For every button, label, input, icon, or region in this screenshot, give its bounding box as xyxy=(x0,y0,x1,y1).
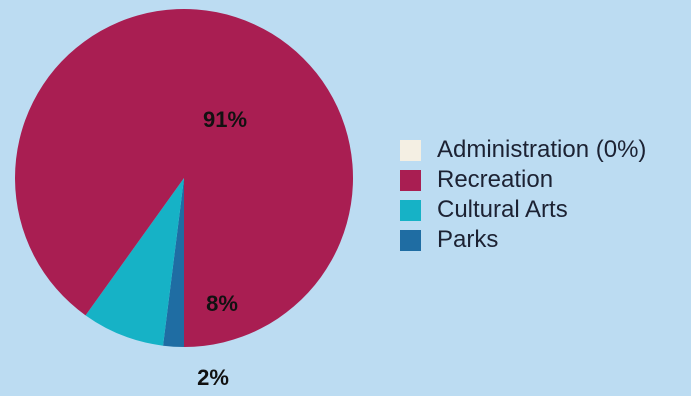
pie-slice-recreation xyxy=(15,8,354,347)
data-label-cultural-arts: 8% xyxy=(206,291,238,316)
legend-label: Recreation xyxy=(437,166,554,193)
pie-slices xyxy=(15,8,354,347)
legend-label: Administration (0%) xyxy=(437,136,647,163)
data-label-recreation: 91% xyxy=(203,107,247,132)
data-label-parks: 2% xyxy=(197,365,229,390)
legend-item-cultural-arts: Cultural Arts xyxy=(400,195,646,225)
pie-slice-parks xyxy=(163,178,184,347)
legend-item-recreation: Recreation xyxy=(400,165,646,195)
legend-swatch xyxy=(400,169,421,191)
legend-swatch xyxy=(400,199,421,221)
legend-swatch xyxy=(400,139,421,161)
legend-item-parks: Parks xyxy=(400,225,646,255)
legend-label: Cultural Arts xyxy=(437,196,568,223)
legend: Administration (0%) Recreation Cultural … xyxy=(400,135,646,255)
legend-item-administration: Administration (0%) xyxy=(400,135,646,165)
pie-labels: 91% 8% 2% xyxy=(197,107,247,390)
legend-label: Parks xyxy=(437,226,499,253)
pie-slice-cultural-arts xyxy=(85,178,184,346)
legend-swatch xyxy=(400,229,421,251)
